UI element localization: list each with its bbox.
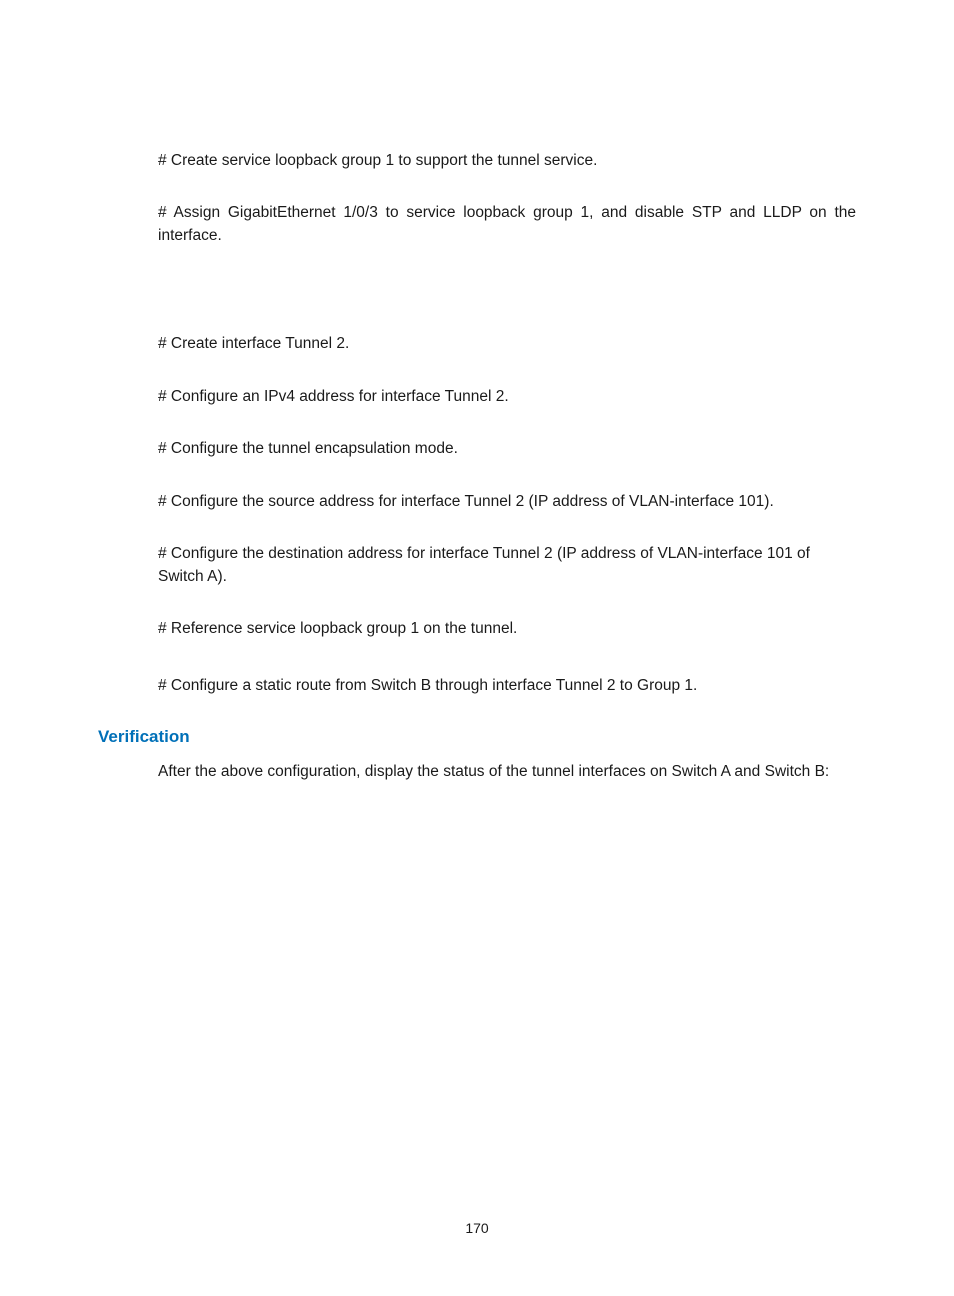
- paragraph: # Reference service loopback group 1 on …: [158, 618, 856, 640]
- document-page: # Create service loopback group 1 to sup…: [0, 0, 954, 1296]
- body-content: # Create service loopback group 1 to sup…: [158, 150, 856, 697]
- body-content: After the above configuration, display t…: [158, 761, 856, 783]
- paragraph: # Configure the source address for inter…: [158, 491, 856, 513]
- paragraph: # Create interface Tunnel 2.: [158, 333, 856, 355]
- vertical-spacer: [158, 277, 856, 333]
- paragraph: # Configure the tunnel encapsulation mod…: [158, 438, 856, 460]
- section-heading-verification: Verification: [98, 727, 856, 747]
- page-number: 170: [0, 1220, 954, 1236]
- paragraph: # Create service loopback group 1 to sup…: [158, 150, 856, 172]
- paragraph: # Configure an IPv4 address for interfac…: [158, 386, 856, 408]
- paragraph: # Assign GigabitEthernet 1/0/3 to servic…: [158, 202, 856, 247]
- paragraph: # Configure a static route from Switch B…: [158, 675, 856, 697]
- paragraph: # Configure the destination address for …: [158, 543, 856, 588]
- paragraph: After the above configuration, display t…: [158, 761, 856, 783]
